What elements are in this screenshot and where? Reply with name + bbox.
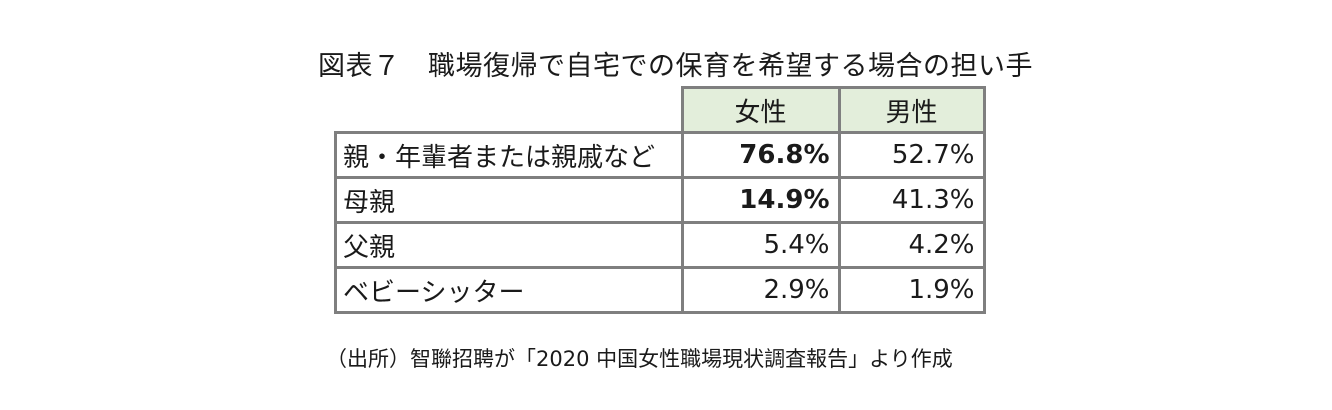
row-label: 親・年輩者または親戚など <box>334 131 684 179</box>
caregiver-table: 女性 男性 親・年輩者または親戚など 76.8% 52.7% 母親 14.9% … <box>334 86 986 314</box>
male-value: 1.9% <box>837 266 986 314</box>
female-value: 5.4% <box>680 221 841 269</box>
female-value: 2.9% <box>680 266 841 314</box>
header-male: 男性 <box>837 86 986 134</box>
male-value: 4.2% <box>837 221 986 269</box>
table-row: 親・年輩者または親戚など 76.8% 52.7% <box>334 131 986 179</box>
blank-corner-cell <box>335 87 682 134</box>
row-label: 父親 <box>334 221 684 269</box>
table-row: ベビーシッター 2.9% 1.9% <box>334 266 986 314</box>
header-female: 女性 <box>680 86 841 134</box>
male-value: 41.3% <box>837 176 986 224</box>
female-value: 76.8% <box>680 131 841 179</box>
source-note: （出所）智聯招聘が「2020 中国女性職場現状調査報告」より作成 <box>326 347 953 371</box>
male-value: 52.7% <box>837 131 986 179</box>
table-row: 父親 5.4% 4.2% <box>334 221 986 269</box>
table-row: 母親 14.9% 41.3% <box>334 176 986 224</box>
row-label: ベビーシッター <box>334 266 684 314</box>
row-label: 母親 <box>334 176 684 224</box>
female-value: 14.9% <box>680 176 841 224</box>
figure-title: 図表７ 職場復帰で自宅での保育を希望する場合の担い手 <box>318 51 1033 82</box>
header-row: 女性 男性 <box>335 86 986 134</box>
